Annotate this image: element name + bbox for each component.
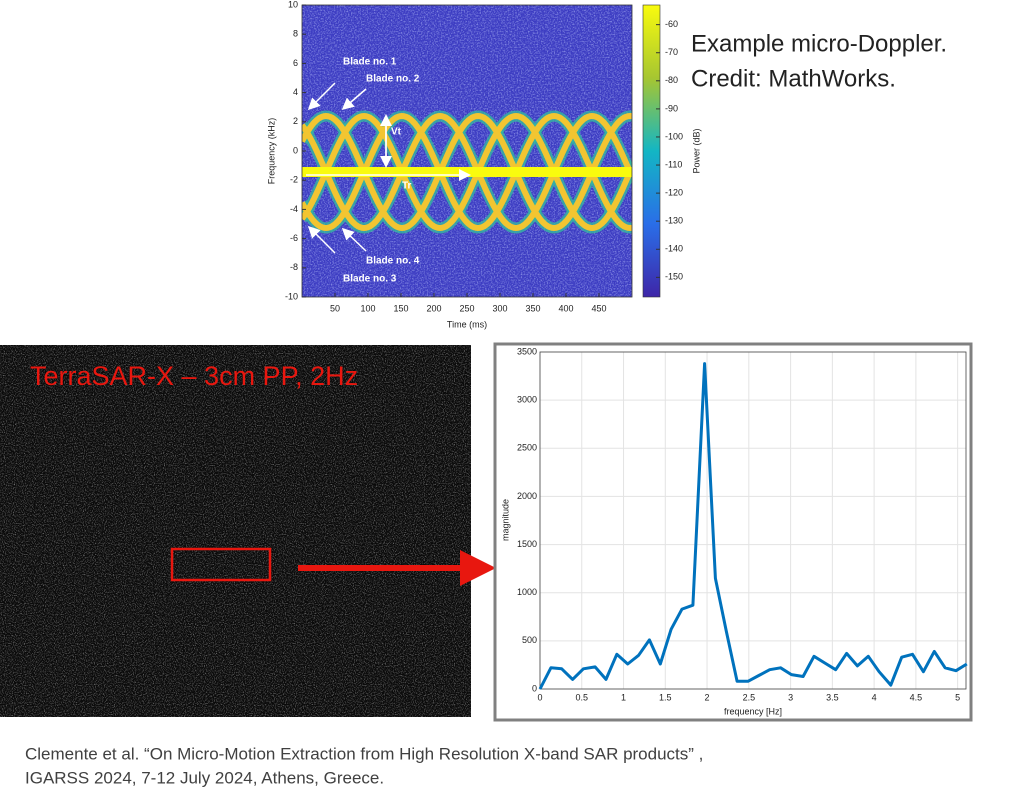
y-tick-label: 10 (288, 0, 298, 9)
credit: Credit: MathWorks. (691, 65, 896, 92)
x-tick-label: 3 (788, 692, 793, 702)
y-tick-label: 4 (293, 87, 298, 97)
y-tick-label: 8 (293, 29, 298, 39)
arrow (307, 225, 336, 254)
y-tick-label: -4 (290, 204, 298, 214)
colorbar (642, 4, 661, 298)
x-tick-label: 4.5 (910, 692, 923, 702)
x-axis-title: frequency [Hz] (724, 706, 782, 716)
x-tick-label: 400 (558, 303, 573, 313)
x-tick-label: 1 (621, 692, 626, 702)
y-tick-label: 2500 (517, 443, 537, 453)
colorbar-tick-label: -110 (665, 159, 682, 169)
colorbar-tick-label: -60 (665, 19, 678, 29)
arrow (307, 82, 336, 111)
y-tick-label: 1500 (517, 539, 537, 549)
y-tick-label: 1000 (517, 587, 537, 597)
annotation: Blade no. 2 (366, 74, 420, 85)
plot-frame (539, 351, 967, 690)
x-tick-label: 2 (705, 692, 710, 702)
spectrogram-curves (302, 110, 632, 234)
x-tick-label: 50 (330, 303, 340, 313)
y-axis-title: magnitude (500, 499, 510, 541)
y-tick-label: 2 (293, 116, 298, 126)
y-tick-label: -8 (290, 262, 298, 272)
colorbar-tick-label: -150 (665, 272, 683, 282)
spectrum-chart: frequency [Hz] magnitude 0 0.5 1 1.5 2 2.5 3 3.… (500, 346, 968, 716)
y-tick-label: -10 (285, 291, 298, 301)
y-tick-label: 6 (293, 58, 298, 68)
colorbar-title: Power (dB) (691, 128, 701, 173)
credit: Example micro-Doppler. (691, 30, 947, 57)
blade-trace (302, 164, 632, 232)
annotation: Blade no. 3 (343, 274, 397, 285)
x-axis-title: Time (ms) (447, 319, 487, 329)
colorbar-tick-label: -140 (665, 244, 683, 254)
arrow (341, 88, 367, 110)
y-tick-label: -6 (290, 233, 298, 243)
y-tick-label: 0 (293, 145, 298, 155)
blade-trace (302, 112, 632, 180)
annotation: Blade no. 1 (343, 57, 397, 68)
y-tick-label: -2 (290, 175, 298, 185)
y-tick-label: 0 (532, 683, 537, 693)
x-tick-label: 300 (492, 303, 507, 313)
x-tick-label: 5 (955, 692, 960, 702)
x-tick-label: 3.5 (826, 692, 839, 702)
citation: Clemente et al. “On Micro-Motion Extract… (25, 744, 703, 763)
spectrogram: Blade no. 1 Blade no. 2 Blade no. 4 Blad… (266, 0, 701, 329)
highlight-box (170, 547, 272, 582)
x-tick-label: 250 (459, 303, 474, 313)
x-tick-label: 350 (525, 303, 540, 313)
blade-trace (302, 112, 632, 180)
sar-label: TerraSAR-X – 3cm PP, 2Hz (30, 361, 358, 391)
colorbar-tick-label: -120 (665, 187, 683, 197)
y-tick-label: 3500 (517, 346, 537, 356)
sar-speckle (0, 345, 471, 717)
colorbar-tick-label: -70 (665, 47, 678, 57)
x-tick-label: 0.5 (576, 692, 589, 702)
y-axis-title: Frequency (kHz) (266, 118, 276, 185)
colorbar-tick-label: -90 (665, 103, 678, 113)
colorbar-tick-label: -100 (665, 131, 683, 141)
annotation: Tr (402, 181, 412, 192)
spectrum-line (538, 362, 968, 690)
x-tick-label: 2.5 (743, 692, 756, 702)
colorbar-tick-label: -130 (665, 216, 683, 226)
y-tick-label: 2000 (517, 491, 537, 501)
x-tick-label: 150 (393, 303, 408, 313)
y-tick-label: 500 (522, 635, 537, 645)
arrow (341, 227, 367, 252)
x-tick-label: 450 (591, 303, 606, 313)
x-tick-label: 1.5 (659, 692, 672, 702)
x-tick-label: 4 (872, 692, 877, 702)
x-tick-label: 200 (426, 303, 441, 313)
x-tick-label: 0 (537, 692, 542, 702)
sar-image: TerraSAR-X – 3cm PP, 2Hz (0, 345, 471, 717)
y-tick-label: 3000 (517, 395, 537, 405)
blade-trace (302, 164, 632, 232)
colorbar-tick-label: -80 (665, 75, 678, 85)
x-tick-label: 100 (360, 303, 375, 313)
annotation: Blade no. 4 (366, 256, 420, 267)
annotation: Vt (391, 127, 402, 138)
citation: IGARSS 2024, 7-12 July 2024, Athens, Gre… (25, 768, 384, 787)
